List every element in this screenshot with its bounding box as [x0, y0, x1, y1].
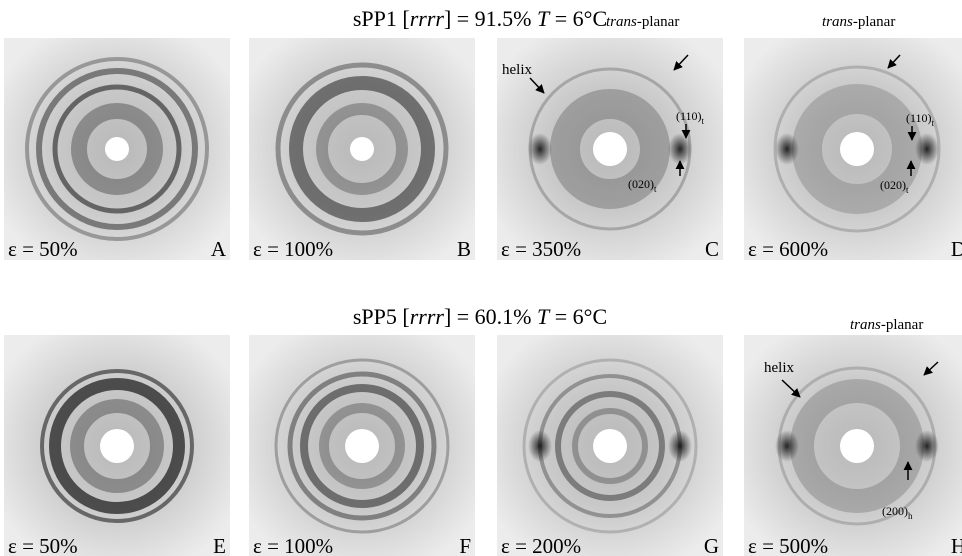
reflection	[775, 133, 799, 165]
diffraction-panel: ε = 100% F	[249, 335, 475, 556]
row-title: sPP5 [rrrr] = 60.1% T = 6°C	[353, 304, 607, 329]
annotation: (110)t	[906, 111, 935, 128]
ring	[287, 371, 437, 521]
strain-label: ε = 350%	[501, 237, 581, 261]
beam-stop	[100, 429, 134, 463]
strain-label: ε = 200%	[501, 534, 581, 556]
annotation: helix	[764, 360, 794, 376]
beam-stop	[105, 137, 129, 161]
ring	[274, 358, 450, 534]
panel-letter: C	[705, 237, 719, 261]
reflection	[915, 430, 939, 462]
annotation: trans-planar	[822, 14, 895, 30]
strain-label: ε = 50%	[8, 237, 78, 261]
diffraction-panel: ε = 600% D	[744, 38, 962, 261]
ring	[790, 379, 924, 513]
diffraction-panel: ε = 200% G	[497, 335, 723, 556]
annotation: helix	[502, 62, 532, 78]
ring	[25, 57, 209, 241]
beam-stop	[840, 132, 874, 166]
beam-stop	[345, 429, 379, 463]
strain-label: ε = 500%	[748, 534, 828, 556]
diffraction-panel: ε = 50% E	[4, 335, 230, 556]
ring	[319, 403, 405, 489]
ring	[300, 384, 424, 508]
row-title: sPP1 [rrrr] = 91.5% T = 6°C	[353, 6, 607, 31]
ring	[316, 103, 408, 195]
panel-letter: F	[459, 534, 471, 556]
reflection	[668, 430, 692, 462]
ring	[572, 408, 648, 484]
ring	[71, 103, 163, 195]
panel-letter: E	[213, 534, 226, 556]
diffraction-panel: ε = 50% A	[4, 38, 230, 261]
ring	[36, 68, 198, 230]
ring	[555, 391, 665, 501]
ring	[289, 76, 435, 222]
annotation: (020)t	[880, 178, 909, 195]
panel-letter: A	[211, 237, 227, 261]
strain-label: ε = 100%	[253, 237, 333, 261]
beam-stop	[840, 429, 874, 463]
diffraction-panel: ε = 350% C	[497, 38, 723, 261]
panel-letter: B	[457, 237, 471, 261]
reflection	[528, 430, 552, 462]
ring	[70, 399, 164, 493]
ring	[550, 89, 670, 209]
beam-stop	[593, 132, 627, 166]
annotation: (110)t	[676, 109, 705, 126]
ring	[40, 369, 194, 523]
beam-stop	[350, 137, 374, 161]
annotation: (020)t	[628, 177, 657, 194]
reflection	[915, 133, 939, 165]
diffraction-panel: ε = 100% B	[249, 38, 475, 261]
panel-letter: D	[951, 237, 962, 261]
reflection	[668, 133, 692, 165]
strain-label: ε = 50%	[8, 534, 78, 556]
reflection	[775, 430, 799, 462]
ring	[792, 84, 922, 214]
ring	[52, 84, 182, 214]
panel-letter: G	[704, 534, 719, 556]
ring	[49, 378, 185, 514]
ring	[275, 62, 449, 236]
reflection	[528, 133, 552, 165]
ring	[522, 358, 698, 534]
annotations	[529, 54, 939, 480]
annotation: (200)h	[882, 504, 913, 521]
annotation: trans-planar	[606, 14, 679, 30]
beam-stop	[593, 429, 627, 463]
diffraction-panel: ε = 500% H	[744, 335, 962, 556]
annotation: trans-planar	[850, 317, 923, 333]
strain-label: ε = 600%	[748, 237, 828, 261]
strain-label: ε = 100%	[253, 534, 333, 556]
panel-letter: H	[951, 534, 962, 556]
